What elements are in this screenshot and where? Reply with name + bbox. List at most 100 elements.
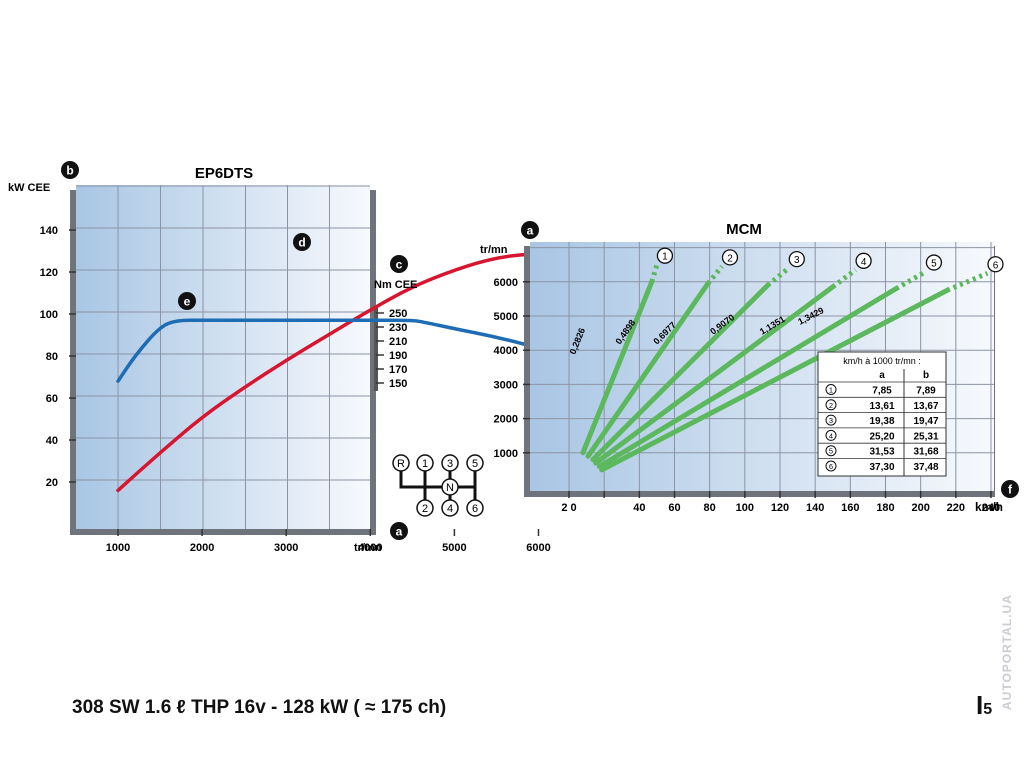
gearing-x-tick-label: 120: [771, 502, 789, 514]
engine-y-tick-label: 20: [46, 477, 58, 489]
engine-y-tick-label: 120: [40, 267, 58, 279]
engine-series-e-label: e: [184, 295, 191, 309]
gear-3-marker-label: 3: [794, 255, 800, 266]
page-number-sub: 5: [983, 701, 993, 718]
engine-y2-axis-marker-text: c: [396, 258, 403, 272]
gearing-table-gear-label: 6: [829, 462, 833, 471]
engine-x-tick-label: 4000: [358, 542, 382, 554]
gearing-x-tick-label: 200: [911, 502, 929, 514]
gearing-x-tick-label: 220: [947, 502, 965, 514]
gearing-table-col-b: b: [923, 370, 929, 381]
gearing-table-frame: [817, 351, 947, 477]
gearing-table-gear-marker: [825, 414, 837, 426]
gearing-x-tick-label: 100: [736, 502, 754, 514]
gear-5-marker-label: 5: [931, 259, 937, 270]
gearing-x-axis-marker: [1001, 480, 1019, 498]
gearing-y-tick-label: 5000: [494, 311, 518, 323]
gearbox-knob-label-6: 6: [472, 503, 478, 515]
gearbox-knob-label-2: 2: [422, 503, 428, 515]
gearbox-knob-label-neutral: N: [446, 482, 454, 494]
gear-1-marker-label: 1: [662, 252, 668, 263]
footer-title: 308 SW 1.6 ℓ THP 16v - 128 kW ( ≈ 175 ch…: [72, 697, 447, 718]
gearbox-knob-label-1: 1: [422, 458, 428, 470]
gearing-table-cell-a: 13,61: [869, 401, 894, 412]
gearing-table-cell-b: 19,47: [913, 416, 938, 427]
engine-x-tick-label: 1000: [106, 542, 130, 554]
engine-y-axis-label: kW CEE: [8, 182, 50, 194]
engine-x-axis-marker: [390, 522, 408, 540]
gearing-x-tick-label: 80: [704, 502, 716, 514]
gearbox-knob-2: [416, 499, 434, 517]
gear-1-marker: [656, 247, 674, 264]
engine-series-e-marker: [178, 292, 196, 310]
gearbox-knob-6: [466, 499, 484, 517]
gearing-chart-y-ticks: 1000 2000 3000 4000 5000 6000: [494, 277, 530, 460]
gearing-table-cell-a: 37,30: [869, 462, 894, 473]
engine-y-axis-marker: [61, 161, 79, 179]
gearbox-knob-label-R: R: [397, 458, 405, 470]
gear-1-dotted-line: [649, 263, 660, 283]
gearing-table-cell-b: 31,68: [913, 447, 938, 458]
gear-6-dotted-line: [946, 270, 989, 293]
gearing-y-tick-label: 1000: [494, 448, 518, 460]
engine-y-tick-label: 80: [46, 351, 58, 363]
engine-x-tick-label: 3000: [274, 542, 298, 554]
gear-5-line: [596, 286, 899, 469]
engine-chart: 1000 2000 3000 4000 5000 6000 20 40 60 80 100 120 1…: [8, 161, 583, 554]
gear-4-marker-label: 4: [861, 257, 867, 268]
gearing-table-caption: km/h à 1000 tr/mn :: [843, 356, 921, 366]
gear-2-marker-label: 2: [727, 253, 733, 264]
engine-y-tick-label: 140: [40, 225, 58, 237]
gearing-table-gear-marker: [825, 460, 837, 472]
gearing-x-tick-label: 40: [633, 502, 645, 514]
gearing-table-gear-marker: [825, 399, 837, 411]
gear-5-dotted-line: [894, 269, 928, 291]
engine-chart-x-ticks: 1000 2000 3000 4000 5000 6000: [106, 529, 551, 554]
engine-x-axis-label: tr/mn: [354, 542, 382, 554]
gear-5-marker: [925, 254, 943, 271]
engine-chart-title: EP6DTS: [195, 165, 253, 182]
gearing-x-tick-label: 60: [668, 502, 680, 514]
engine-y2-tick-label: 150: [389, 378, 407, 390]
gearing-table-gear-marker: [825, 384, 837, 395]
gearing-table-cell-a: 19,38: [869, 416, 894, 427]
gearing-y-axis-marker: [521, 221, 539, 239]
gearbox-knob-label-4: 4: [447, 503, 453, 515]
engine-y2-axis-marker: [390, 255, 408, 273]
page-number-main: I: [976, 690, 984, 720]
gear-4-marker: [855, 252, 872, 269]
gearing-table-cell-b: 37,48: [913, 462, 938, 473]
gearing-x-tick-label: 160: [841, 502, 859, 514]
gearing-x-axis-marker-text: f: [1008, 483, 1013, 497]
gearing-x-axis-label: km/h: [975, 500, 1003, 514]
gearing-table-cell-a: 31,53: [869, 447, 894, 458]
gearbox-knob-neutral: [441, 478, 459, 496]
gearing-table-cell-b: 25,31: [913, 431, 938, 442]
gearing-x-tick-label: 240: [982, 502, 1000, 514]
gearing-table-cell-a: 7,85: [872, 386, 892, 397]
gearbox-knob-4: [441, 499, 459, 517]
gearing-y-tick-label: 2000: [494, 414, 518, 426]
engine-series-e-line: [116, 318, 574, 383]
gear-2-marker: [721, 249, 739, 266]
gear-6-line: [599, 287, 950, 473]
engine-x-axis-marker-text: a: [396, 525, 403, 539]
engine-series-d-marker: [293, 233, 311, 251]
gearbox-knob-3: [441, 454, 459, 472]
gearbox-knob-5: [466, 454, 484, 472]
gearbox-knob-R: [392, 454, 410, 472]
engine-x-tick-label: 6000: [526, 542, 550, 554]
gearing-y-axis-label: tr/mn: [480, 244, 508, 256]
gearbox-knob-label-3: 3: [447, 458, 453, 470]
engine-chart-plot-area: [76, 185, 370, 529]
engine-y2-tick-label: 230: [389, 322, 407, 334]
gear-6-marker-label: 6: [993, 260, 999, 271]
gearing-x-tick-label: 2 0: [561, 502, 576, 514]
gearing-table-cell-a: 25,20: [869, 431, 894, 442]
engine-y2-axis-label: Nm CEE: [374, 279, 417, 291]
gearing-table-gear-marker: [825, 445, 837, 457]
gearing-x-tick-label: 140: [806, 502, 824, 514]
gearing-table-gear-label: 3: [829, 416, 833, 425]
gear-3-line: [590, 282, 771, 463]
